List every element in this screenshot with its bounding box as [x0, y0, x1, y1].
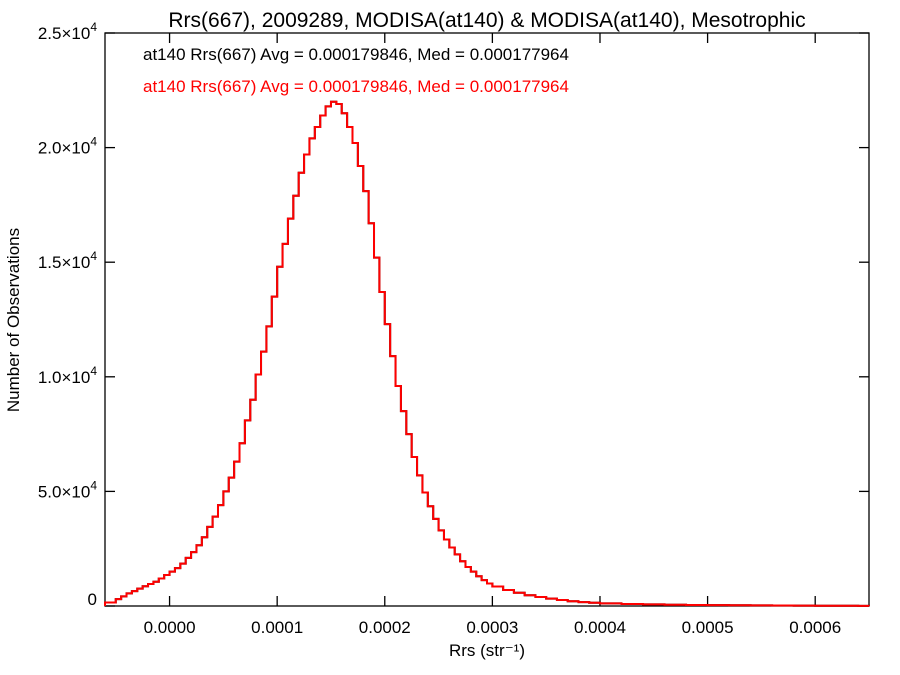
y-axis-ticks: 0 5.0×104 1.0×104 1.5×104 2.0×104 2.5×104: [38, 20, 869, 609]
y-tick-label: 2.0×104: [38, 135, 97, 158]
legend-entry-black: at140 Rrs(667) Avg = 0.000179846, Med = …: [143, 45, 569, 64]
x-axis-ticks: 0.0000 0.0001 0.0002 0.0003 0.0004 0.0005 0.00…: [144, 33, 841, 637]
histogram-series-black: [104, 100, 870, 607]
x-axis-label: Rrs (str⁻¹): [449, 641, 525, 660]
histogram-series-red: [104, 100, 870, 607]
x-tick-label: 0.0005: [682, 618, 734, 637]
x-tick-label: 0.0002: [359, 618, 411, 637]
y-tick-label: 0: [88, 590, 97, 609]
x-tick-label: 0.0006: [789, 618, 841, 637]
legend-entry-red: at140 Rrs(667) Avg = 0.000179846, Med = …: [143, 77, 569, 96]
x-tick-label: 0.0000: [144, 618, 196, 637]
y-tick-label: 1.0×104: [38, 364, 97, 387]
chart-title: Rrs(667), 2009289, MODISA(at140) & MODIS…: [168, 9, 805, 32]
x-tick-label: 0.0003: [466, 618, 518, 637]
plot-frame: [104, 32, 870, 607]
x-tick-label: 0.0004: [574, 618, 626, 637]
y-tick-label: 5.0×104: [38, 478, 97, 501]
y-tick-label: 1.5×104: [38, 249, 97, 272]
y-axis-label: Number of Observations: [4, 228, 23, 412]
x-tick-label: 0.0001: [251, 618, 303, 637]
y-tick-label: 2.5×104: [38, 20, 97, 43]
